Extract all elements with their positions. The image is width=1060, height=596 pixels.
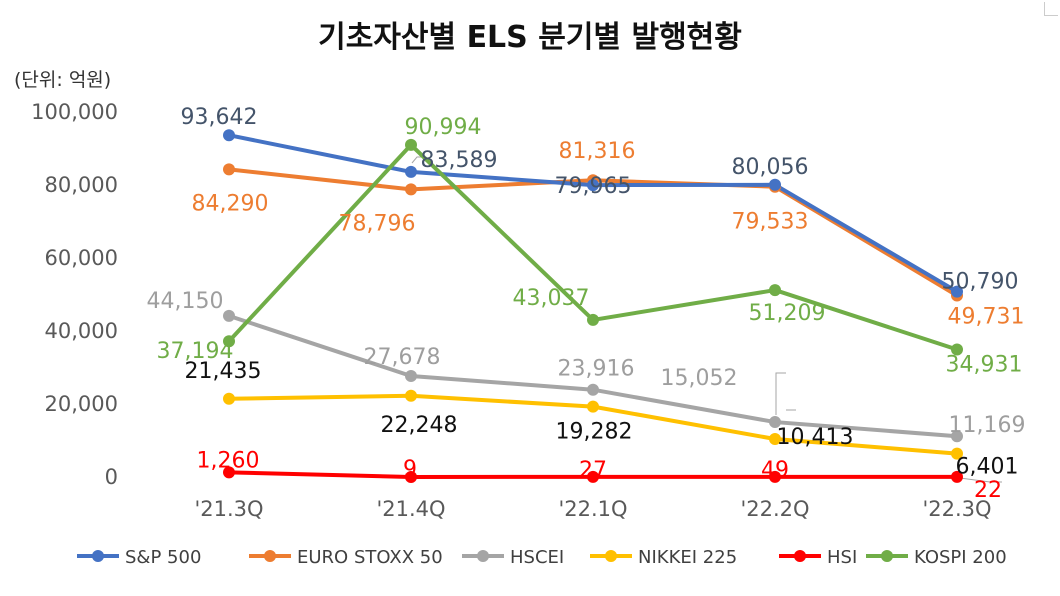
unit-label: (단위: 억원): [14, 69, 111, 91]
data-point-nikkei-225: [405, 389, 417, 402]
data-label: 78,796: [339, 211, 416, 236]
data-label: 80,056: [732, 155, 809, 180]
data-label: 44,150: [147, 289, 224, 314]
data-label: 90,994: [405, 115, 482, 140]
data-label: 51,209: [749, 301, 826, 326]
data-point-euro-stoxx-50: [405, 183, 417, 196]
x-tick-label: '22.3Q: [922, 497, 991, 521]
data-point-hsi: [587, 470, 599, 483]
y-tick-label: 80,000: [45, 173, 118, 197]
x-tick-label: '22.2Q: [740, 497, 809, 521]
data-label: 19,282: [556, 420, 633, 445]
data-label: 1,260: [197, 448, 260, 473]
data-point-kospi-200: [951, 343, 963, 356]
data-point-hscei: [223, 309, 235, 322]
data-label: 9: [403, 457, 417, 482]
data-label: 79,965: [555, 174, 632, 199]
data-point-kospi-200: [587, 313, 599, 326]
y-tick-label: 60,000: [45, 246, 118, 270]
legend-marker: [264, 550, 276, 562]
data-label: 34,931: [946, 353, 1023, 378]
data-point-euro-stoxx-50: [223, 163, 235, 176]
data-label: 93,642: [181, 105, 258, 130]
data-point-hsi: [951, 470, 963, 483]
data-label: 22: [974, 478, 1002, 503]
data-label: 6,401: [956, 455, 1019, 480]
legend-label: HSCEI: [510, 547, 564, 568]
data-label: 79,533: [732, 210, 809, 235]
data-label: 83,589: [421, 148, 498, 173]
data-point-nikkei-225: [951, 447, 963, 460]
data-point-s-p-500: [587, 179, 599, 192]
data-point-s-p-500: [769, 178, 781, 191]
x-tick-label: '21.3Q: [194, 497, 263, 521]
x-tick-label: '22.1Q: [558, 497, 627, 521]
data-label: 81,316: [559, 139, 636, 164]
y-tick-label: 100,000: [31, 100, 118, 124]
legend-marker: [92, 550, 104, 562]
data-label: 27,678: [364, 345, 441, 370]
data-label: 84,290: [192, 191, 269, 216]
data-point-kospi-200: [223, 335, 235, 348]
y-tick-label: 20,000: [45, 392, 118, 416]
legend-label: HSI: [827, 547, 857, 568]
y-tick-label: 40,000: [45, 319, 118, 343]
leader-line: [775, 372, 786, 415]
data-point-nikkei-225: [223, 392, 235, 405]
legend-marker: [477, 550, 489, 562]
data-point-kospi-200: [769, 284, 781, 297]
x-tick-label: '21.4Q: [376, 497, 445, 521]
legend-marker: [605, 550, 617, 562]
frame-corner-mark: [1044, 2, 1058, 16]
data-label: 49,731: [948, 304, 1025, 329]
chart-title: 기초자산별 ELS 분기별 발행현황: [318, 20, 742, 55]
data-point-hscei: [405, 369, 417, 382]
data-point-hscei: [587, 383, 599, 396]
data-label: 37,194: [157, 339, 234, 364]
data-label: 21,435: [185, 359, 262, 384]
data-label: 22,248: [381, 413, 458, 438]
data-point-s-p-500: [951, 285, 963, 298]
y-tick-label: 0: [105, 465, 118, 489]
data-point-hsi: [223, 466, 235, 479]
legend-marker: [881, 550, 893, 562]
legend-marker: [794, 550, 806, 562]
data-point-hsi: [405, 470, 417, 483]
data-point-hscei: [769, 416, 781, 429]
data-label: 10,413: [777, 425, 854, 450]
legend-label: KOSPI 200: [914, 547, 1007, 568]
data-label: 15,052: [661, 366, 738, 391]
data-label: 23,916: [558, 357, 635, 382]
legend-label: EURO STOXX 50: [297, 547, 443, 568]
data-point-nikkei-225: [769, 432, 781, 445]
legend-label: NIKKEI 225: [638, 547, 737, 568]
data-label: 11,169: [949, 413, 1026, 438]
data-label: 27: [579, 458, 607, 483]
leader-line: [959, 477, 1002, 483]
data-label: 43,037: [513, 286, 590, 311]
data-point-hsi: [769, 470, 781, 483]
data-point-kospi-200: [405, 138, 417, 151]
data-point-nikkei-225: [587, 400, 599, 413]
data-point-s-p-500: [405, 165, 417, 178]
data-label: 50,790: [942, 270, 1019, 295]
legend-label: S&P 500: [125, 547, 201, 568]
data-point-hscei: [951, 430, 963, 443]
data-point-s-p-500: [223, 129, 235, 142]
data-label: 49: [761, 458, 789, 483]
